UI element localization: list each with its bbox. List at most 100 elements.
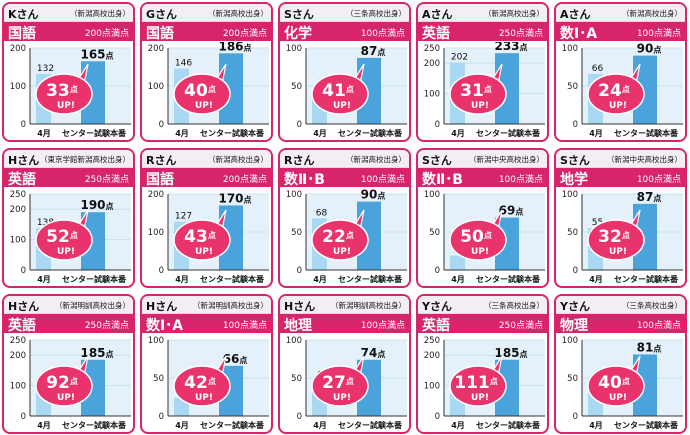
- up-label: UP!: [195, 101, 213, 111]
- score-card: Hさん（新潟明訓高校出身）英語250点満点010020025093185点4月セ…: [2, 294, 135, 434]
- student-school: （新潟高校出身）: [622, 9, 682, 18]
- y-tick-label: 0: [21, 412, 26, 422]
- y-tick-label: 100: [286, 190, 302, 200]
- bar-chart: 0501004774点4月センター試験本番27点UP!: [286, 336, 407, 430]
- bar-chart: 010020025093185点4月センター試験本番92点UP!: [10, 336, 131, 430]
- x-tick-label: 4月: [451, 421, 465, 430]
- card-header: Hさん （新潟明訓高校出身）: [280, 296, 409, 314]
- card-header: Gさん （新潟高校出身）: [142, 4, 271, 22]
- subject-band: 英語 250点満点: [418, 22, 547, 42]
- up-label: UP!: [333, 247, 351, 257]
- student-school: （三条高校出身）: [484, 301, 544, 310]
- score-card: Sさん（新潟中央高校出身）数Ⅱ･B100点満点0501001969点4月センター…: [416, 148, 549, 288]
- y-tick-label: 200: [148, 44, 164, 54]
- subject-title: 数Ⅱ･B: [284, 172, 325, 188]
- bar-value-label: 186点: [218, 42, 251, 53]
- subject-band: 英語 250点満点: [418, 314, 547, 334]
- card-header: Yさん （三条高校出身）: [556, 296, 685, 314]
- gain-value: 111点: [454, 373, 498, 393]
- bar-value-label: 66点: [223, 352, 248, 366]
- student-name: Sさん: [560, 154, 590, 167]
- x-tick-label: センター試験本番: [62, 128, 127, 138]
- up-label: UP!: [471, 247, 489, 257]
- bar-april: [450, 255, 465, 270]
- y-tick-label: 250: [10, 336, 26, 346]
- card-header: Sさん （新潟中央高校出身）: [556, 150, 685, 168]
- student-name: Gさん: [146, 8, 178, 21]
- x-tick-label: 4月: [451, 129, 465, 138]
- y-tick-label: 200: [148, 190, 164, 200]
- y-tick-label: 200: [424, 59, 440, 69]
- score-card: Hさん（新潟明訓高校出身）数Ⅰ･A100点満点0501002466点4月センター…: [140, 294, 273, 434]
- student-school: （新潟明訓高校出身）: [193, 301, 268, 310]
- bar-value-label: 69点: [499, 204, 524, 218]
- y-tick-label: 0: [21, 266, 26, 276]
- student-school: （東京学館新潟高校出身）: [40, 155, 130, 164]
- y-tick-label: 250: [424, 336, 440, 346]
- up-label: UP!: [609, 101, 627, 111]
- x-tick-label: センター試験本番: [200, 420, 265, 430]
- y-tick-label: 50: [291, 82, 302, 92]
- subject-title: 地理: [284, 318, 312, 334]
- bar-value-label: 66: [592, 64, 604, 74]
- max-score-label: 200点満点: [222, 29, 267, 39]
- y-tick-label: 100: [562, 190, 578, 200]
- x-tick-label: センター試験本番: [476, 420, 541, 430]
- max-score-label: 250点満点: [498, 321, 543, 331]
- x-tick-label: センター試験本番: [62, 274, 127, 284]
- y-tick-label: 0: [573, 266, 578, 276]
- y-tick-label: 100: [286, 336, 302, 346]
- y-tick-label: 100: [148, 228, 164, 238]
- card-header: Sさん （三条高校出身）: [280, 4, 409, 22]
- subject-title: 英語: [8, 318, 36, 334]
- student-school: （新潟高校出身）: [346, 155, 406, 164]
- student-name: Hさん: [146, 300, 178, 313]
- student-name: Sさん: [284, 8, 314, 21]
- student-school: （新潟高校出身）: [208, 155, 268, 164]
- subject-title: 地学: [560, 172, 588, 188]
- bar-value-label: 170点: [218, 191, 251, 205]
- student-name: Yさん: [422, 300, 452, 313]
- subject-band: 数Ⅱ･B 100点満点: [280, 168, 409, 188]
- student-name: Yさん: [560, 300, 590, 313]
- subject-title: 英語: [422, 318, 450, 334]
- y-tick-label: 0: [297, 266, 302, 276]
- y-tick-label: 100: [148, 82, 164, 92]
- subject-band: 国語 200点満点: [142, 168, 271, 188]
- max-score-label: 100点満点: [636, 29, 681, 39]
- y-tick-label: 100: [10, 82, 26, 92]
- y-tick-label: 100: [286, 44, 302, 54]
- up-label: UP!: [333, 393, 351, 403]
- score-card: Aさん （新潟高校出身） 英語 250点満点 0 100 200 250 202 233点 4月 セン…: [416, 2, 549, 142]
- subject-title: 英語: [422, 26, 450, 42]
- y-tick-label: 0: [159, 412, 164, 422]
- bar-value-label: 185点: [494, 346, 527, 360]
- x-tick-label: センター試験本番: [476, 128, 541, 138]
- x-tick-label: 4月: [175, 421, 189, 430]
- bar-chart: 0501001969点4月センター試験本番50点UP!: [424, 190, 545, 284]
- up-label: UP!: [195, 393, 213, 403]
- y-tick-label: 0: [573, 412, 578, 422]
- student-school: （三条高校出身）: [622, 301, 682, 310]
- x-tick-label: センター試験本番: [62, 420, 127, 430]
- bar-value-label: 87点: [361, 44, 386, 58]
- y-tick-label: 0: [159, 120, 164, 130]
- card-header: Kさん （新潟高校出身）: [4, 4, 133, 22]
- card-header: Hさん （東京学館新潟高校出身）: [4, 150, 133, 168]
- card-header: Yさん （三条高校出身）: [418, 296, 547, 314]
- x-tick-label: 4月: [313, 275, 327, 284]
- card-header: Aさん （新潟高校出身）: [556, 4, 685, 22]
- bar-value-label: 146: [175, 59, 192, 69]
- subject-title: 数Ⅱ･B: [422, 172, 463, 188]
